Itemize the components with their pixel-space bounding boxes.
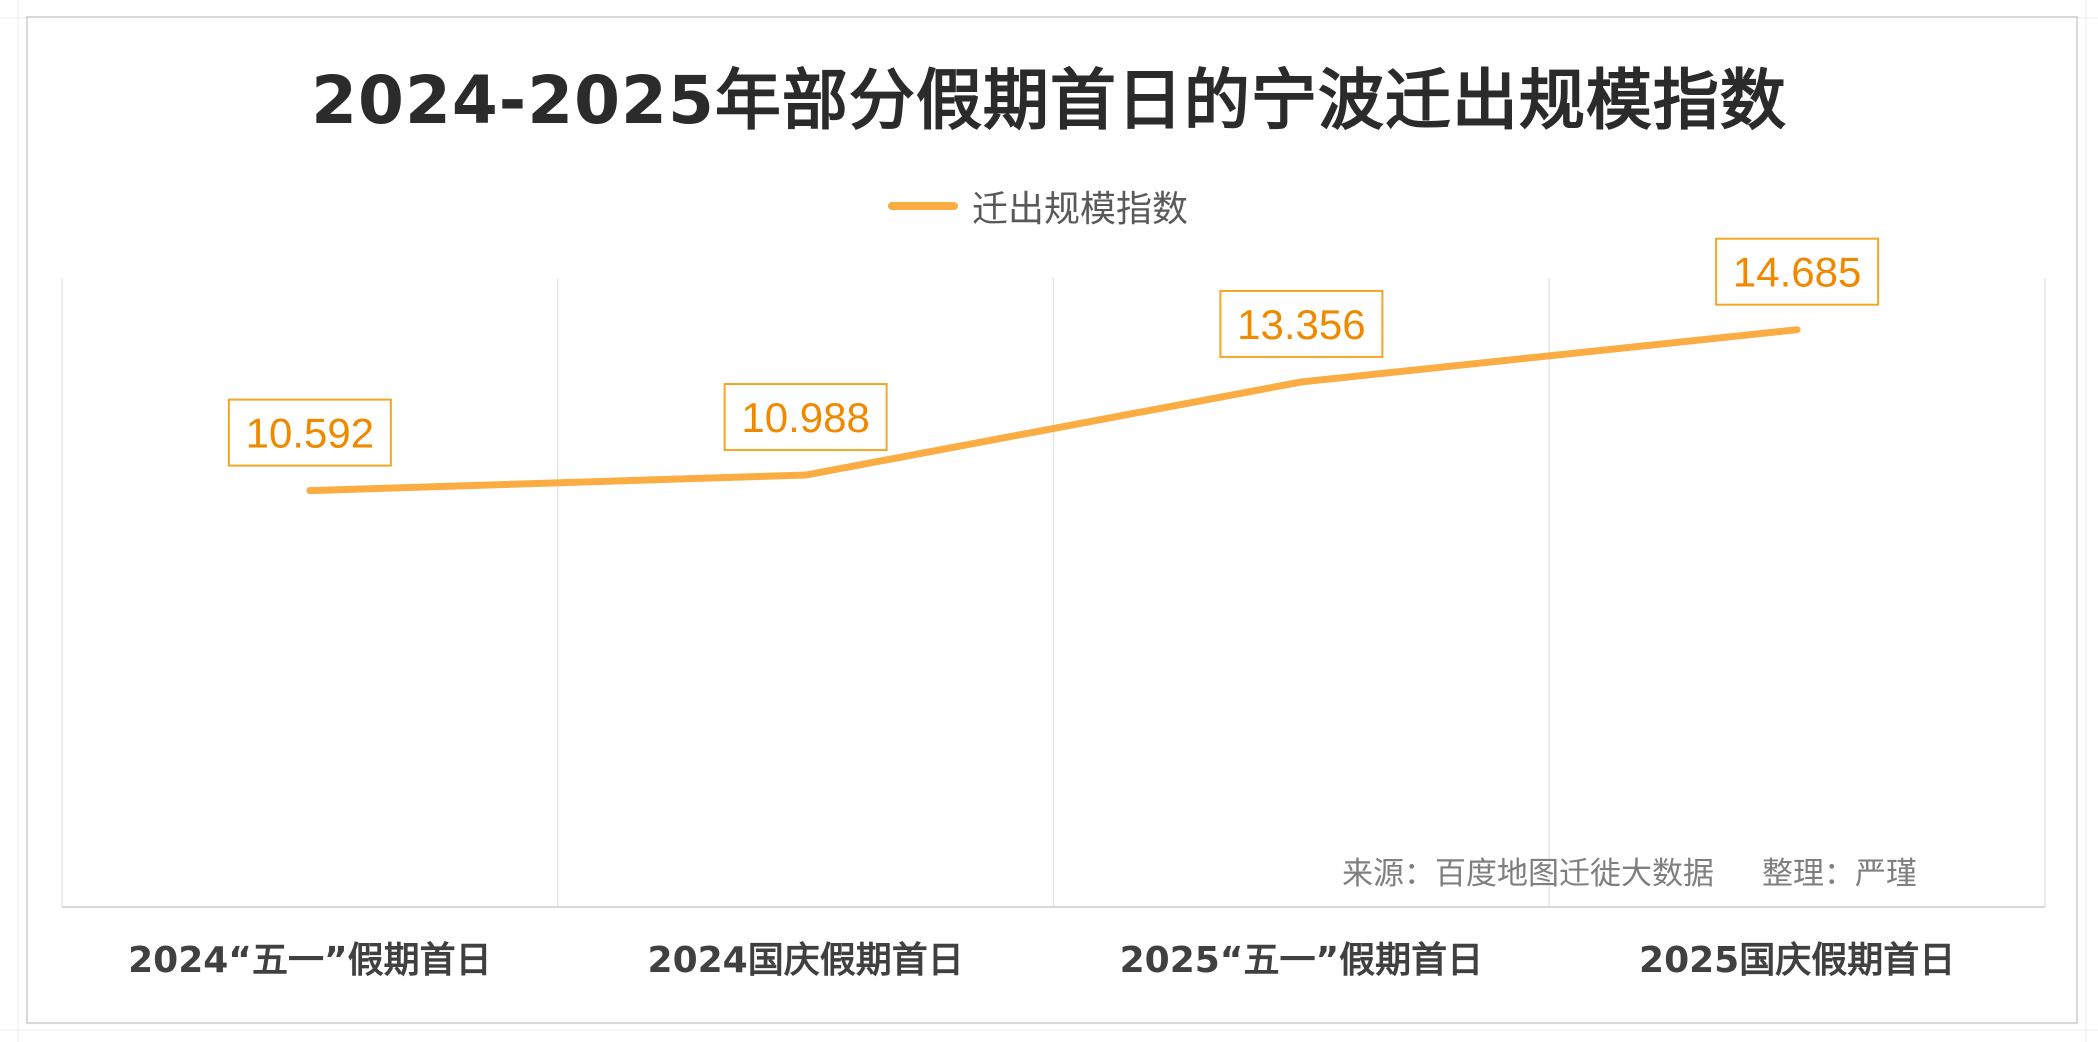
editor-text: 整理：严瑾 [1762,855,1917,892]
data-label-box [1715,237,1880,306]
source-note: 来源：百度地图迁徙大数据 整理：严瑾 [1342,848,1917,892]
data-label: 14.685 [1733,249,1861,296]
chart-area[interactable] [26,16,2078,1024]
source-text: 来源：百度地图迁徙大数据 [1342,855,1714,892]
legend-line-swatch [888,202,958,210]
data-label-box [723,383,888,452]
data-label-box [1219,289,1384,358]
data-point [802,472,809,479]
chart-title-text: 2024-2025年部分假期首日的宁波迁出规模指数 [311,62,1787,139]
data-point [1298,378,1305,385]
data-label: 10.988 [741,394,869,441]
x-tick-label: 2025国庆假期首日 [1639,940,1955,981]
data-point [306,487,313,494]
data-label-box [227,398,392,467]
x-tick-label: 2025“五一”假期首日 [1120,940,1484,981]
legend[interactable]: 迁出规模指数 [888,184,1188,230]
x-tick-label: 2024国庆假期首日 [648,940,964,981]
series-line [306,326,1801,495]
legend-series-label: 迁出规模指数 [972,189,1189,230]
data-label: 13.356 [1237,301,1365,348]
data-label: 10.592 [246,410,374,457]
data-point [1794,326,1801,333]
x-tick-label: 2024“五一”假期首日 [128,940,492,981]
